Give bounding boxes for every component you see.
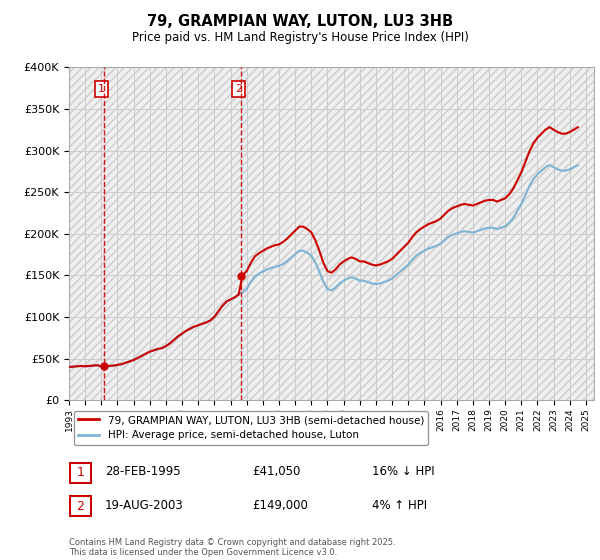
Text: 4% ↑ HPI: 4% ↑ HPI — [372, 498, 427, 512]
Text: Contains HM Land Registry data © Crown copyright and database right 2025.
This d: Contains HM Land Registry data © Crown c… — [69, 538, 395, 557]
Text: Price paid vs. HM Land Registry's House Price Index (HPI): Price paid vs. HM Land Registry's House … — [131, 31, 469, 44]
Text: 19-AUG-2003: 19-AUG-2003 — [105, 498, 184, 512]
Text: £41,050: £41,050 — [252, 465, 301, 478]
Text: 79, GRAMPIAN WAY, LUTON, LU3 3HB: 79, GRAMPIAN WAY, LUTON, LU3 3HB — [147, 14, 453, 29]
Legend: 79, GRAMPIAN WAY, LUTON, LU3 3HB (semi-detached house), HPI: Average price, semi: 79, GRAMPIAN WAY, LUTON, LU3 3HB (semi-d… — [74, 411, 428, 445]
Text: 1: 1 — [98, 84, 105, 94]
Text: 16% ↓ HPI: 16% ↓ HPI — [372, 465, 434, 478]
Text: £149,000: £149,000 — [252, 498, 308, 512]
Text: 1: 1 — [76, 466, 85, 479]
Text: 28-FEB-1995: 28-FEB-1995 — [105, 465, 181, 478]
FancyBboxPatch shape — [70, 463, 91, 483]
Text: 2: 2 — [76, 500, 85, 513]
FancyBboxPatch shape — [70, 496, 91, 516]
Text: 2: 2 — [235, 84, 242, 94]
